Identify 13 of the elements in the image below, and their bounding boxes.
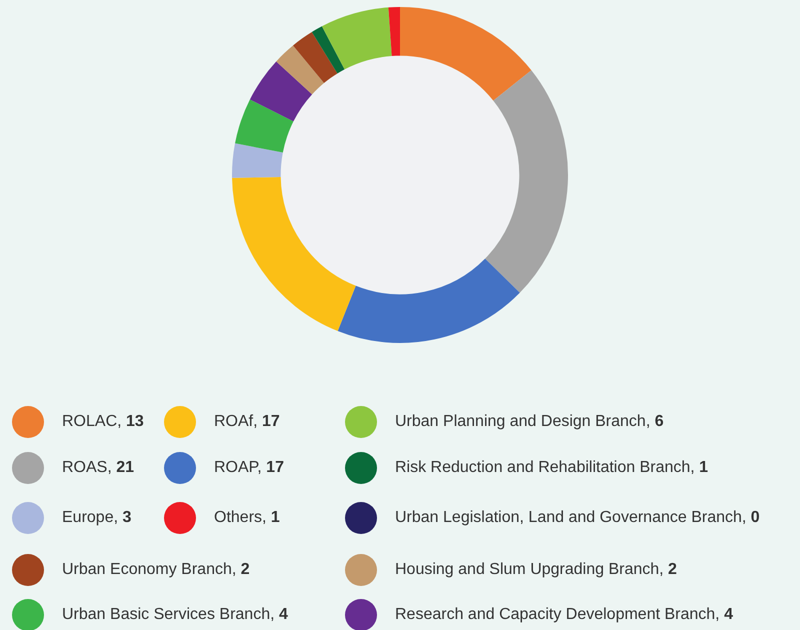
legend-label: Others, 1 <box>214 509 280 527</box>
legend-label: Risk Reduction and Rehabilitation Branch, 1 <box>395 459 708 477</box>
legend-label: ROAS, 21 <box>62 459 134 477</box>
legend-label: Housing and Slum Upgrading Branch, 2 <box>395 561 677 579</box>
legend-label: Urban Legislation, Land and Governance Branch, 0 <box>395 509 760 527</box>
legend-label: Urban Economy Branch, 2 <box>62 561 250 579</box>
legend-label: Europe, 3 <box>62 509 132 527</box>
legend-label: Research and Capacity Development Branch, 4 <box>395 606 733 624</box>
legend-label: ROAP, 17 <box>214 459 284 477</box>
legend-label: Urban Planning and Design Branch, 6 <box>395 413 664 431</box>
legend-label: Urban Basic Services Branch, 4 <box>62 606 288 624</box>
legend-label: ROLAC, 13 <box>62 413 144 431</box>
legend-label: ROAf, 17 <box>214 413 280 431</box>
